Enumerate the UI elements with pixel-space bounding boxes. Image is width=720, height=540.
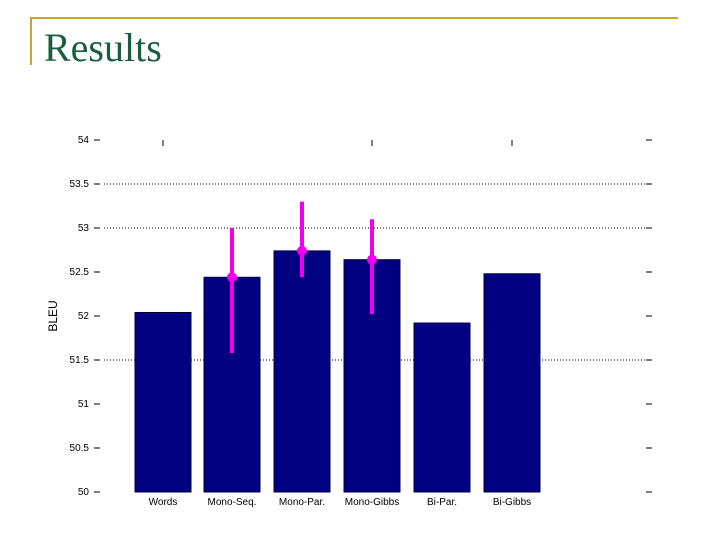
y-tick-label: 53: [78, 223, 90, 234]
x-tick-label: Words: [149, 497, 178, 508]
y-axis-label: BLEU: [46, 300, 60, 331]
y-tick-label: 50: [78, 487, 90, 498]
x-tick-label: Bi-Gibbs: [493, 497, 531, 508]
bar: [134, 311, 192, 493]
bar: [483, 273, 541, 493]
y-tick-label: 52.5: [70, 267, 90, 278]
x-tick-label: Mono-Gibbs: [345, 497, 399, 508]
slide-title: Results: [44, 25, 162, 70]
y-tick-label: 50.5: [70, 443, 90, 454]
y-tick-label: 53.5: [70, 179, 90, 190]
x-tick-label: Bi-Par.: [427, 497, 457, 508]
error-bar-marker: [297, 245, 307, 256]
error-bar-marker: [367, 254, 377, 265]
y-tick-label: 52: [78, 311, 90, 322]
x-tick-label: Mono-Seq.: [208, 497, 257, 508]
title-rule-top: [30, 17, 678, 19]
bar: [273, 250, 331, 493]
y-tick-label: 51.5: [70, 355, 90, 366]
bar: [413, 322, 471, 493]
x-tick-label: Mono-Par.: [279, 497, 325, 508]
title-rule-left: [30, 17, 32, 65]
y-tick-label: 51: [78, 399, 90, 410]
error-bar-marker: [227, 272, 237, 283]
y-tick-label: 54: [78, 135, 90, 146]
